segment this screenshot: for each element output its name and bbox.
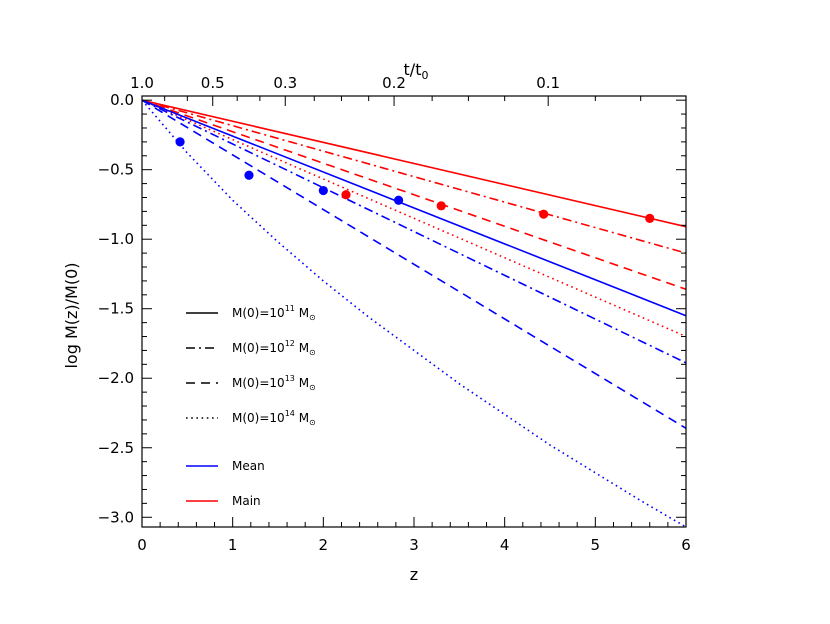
series-line-mean-dashdot — [141, 99, 687, 364]
data-point-main — [341, 190, 351, 200]
x-tick-label: 2 — [319, 536, 329, 554]
legend-label-dashdot: M(0)=1012 M⊙ — [232, 339, 316, 357]
data-point-main — [436, 201, 446, 211]
x-axis-title: z — [410, 565, 418, 584]
data-point-mean — [318, 185, 328, 196]
series-line-main-solid — [141, 99, 687, 228]
x-tick-label: 4 — [500, 536, 510, 554]
plot-points — [175, 137, 655, 223]
series-line-main-dashdot — [141, 99, 687, 254]
top-tick-label: 0.1 — [536, 74, 560, 92]
data-point-main — [645, 213, 655, 223]
y-tick-label: −1.0 — [98, 230, 134, 248]
legend-label-dotted: M(0)=1014 M⊙ — [232, 409, 316, 427]
legend-label-dashed: M(0)=1013 M⊙ — [232, 374, 316, 392]
top-tick-label: 0.5 — [201, 74, 225, 92]
top-axis-title: t/t0 — [404, 60, 429, 82]
plot-frame — [141, 95, 687, 528]
series-line-main-dotted — [141, 99, 687, 338]
data-point-mean — [175, 137, 185, 147]
data-point-mean — [244, 170, 254, 180]
x-tick-label: 6 — [681, 536, 691, 554]
tick-labels: 0 1 2 3 4 5 6 0.0 −0.5 −1.0 −1.5 −2.0 −2.5 −3.0 1.0 0.5… — [98, 74, 691, 554]
x-tick-label: 3 — [409, 536, 419, 554]
y-tick-label: −1.5 — [98, 300, 134, 318]
x-tick-label: 0 — [137, 536, 147, 554]
series-line-mean-dotted — [141, 99, 687, 528]
series-line-mean-dashed — [141, 99, 687, 429]
y-tick-label: −3.0 — [98, 508, 134, 526]
top-tick-label: 0.2 — [382, 74, 406, 92]
y-tick-label: −2.5 — [98, 439, 134, 457]
x-tick-label: 5 — [591, 536, 601, 554]
data-point-main — [539, 209, 549, 219]
series-line-main-dashed — [141, 99, 687, 291]
series-line-mean-solid — [141, 99, 687, 317]
legend-label-mean: Mean — [232, 459, 265, 473]
y-axis-title: log M(z)/M(0) — [62, 262, 81, 368]
axis-ticks — [141, 96, 687, 527]
top-tick-label: 1.0 — [130, 74, 154, 92]
legend-label-solid: M(0)=1011 M⊙ — [232, 304, 316, 322]
plot-lines — [141, 99, 687, 528]
legend: M(0)=1011 M⊙ M(0)=1012 M⊙ M(0)=1013 M⊙ M(0)… — [186, 304, 316, 508]
legend-label-main: Main — [232, 494, 261, 508]
y-tick-label: 0.0 — [110, 91, 134, 109]
top-tick-label: 0.3 — [273, 74, 297, 92]
y-tick-label: −0.5 — [98, 161, 134, 179]
data-point-mean — [393, 195, 404, 205]
x-tick-label: 1 — [228, 536, 238, 554]
y-tick-label: −2.0 — [98, 369, 134, 387]
